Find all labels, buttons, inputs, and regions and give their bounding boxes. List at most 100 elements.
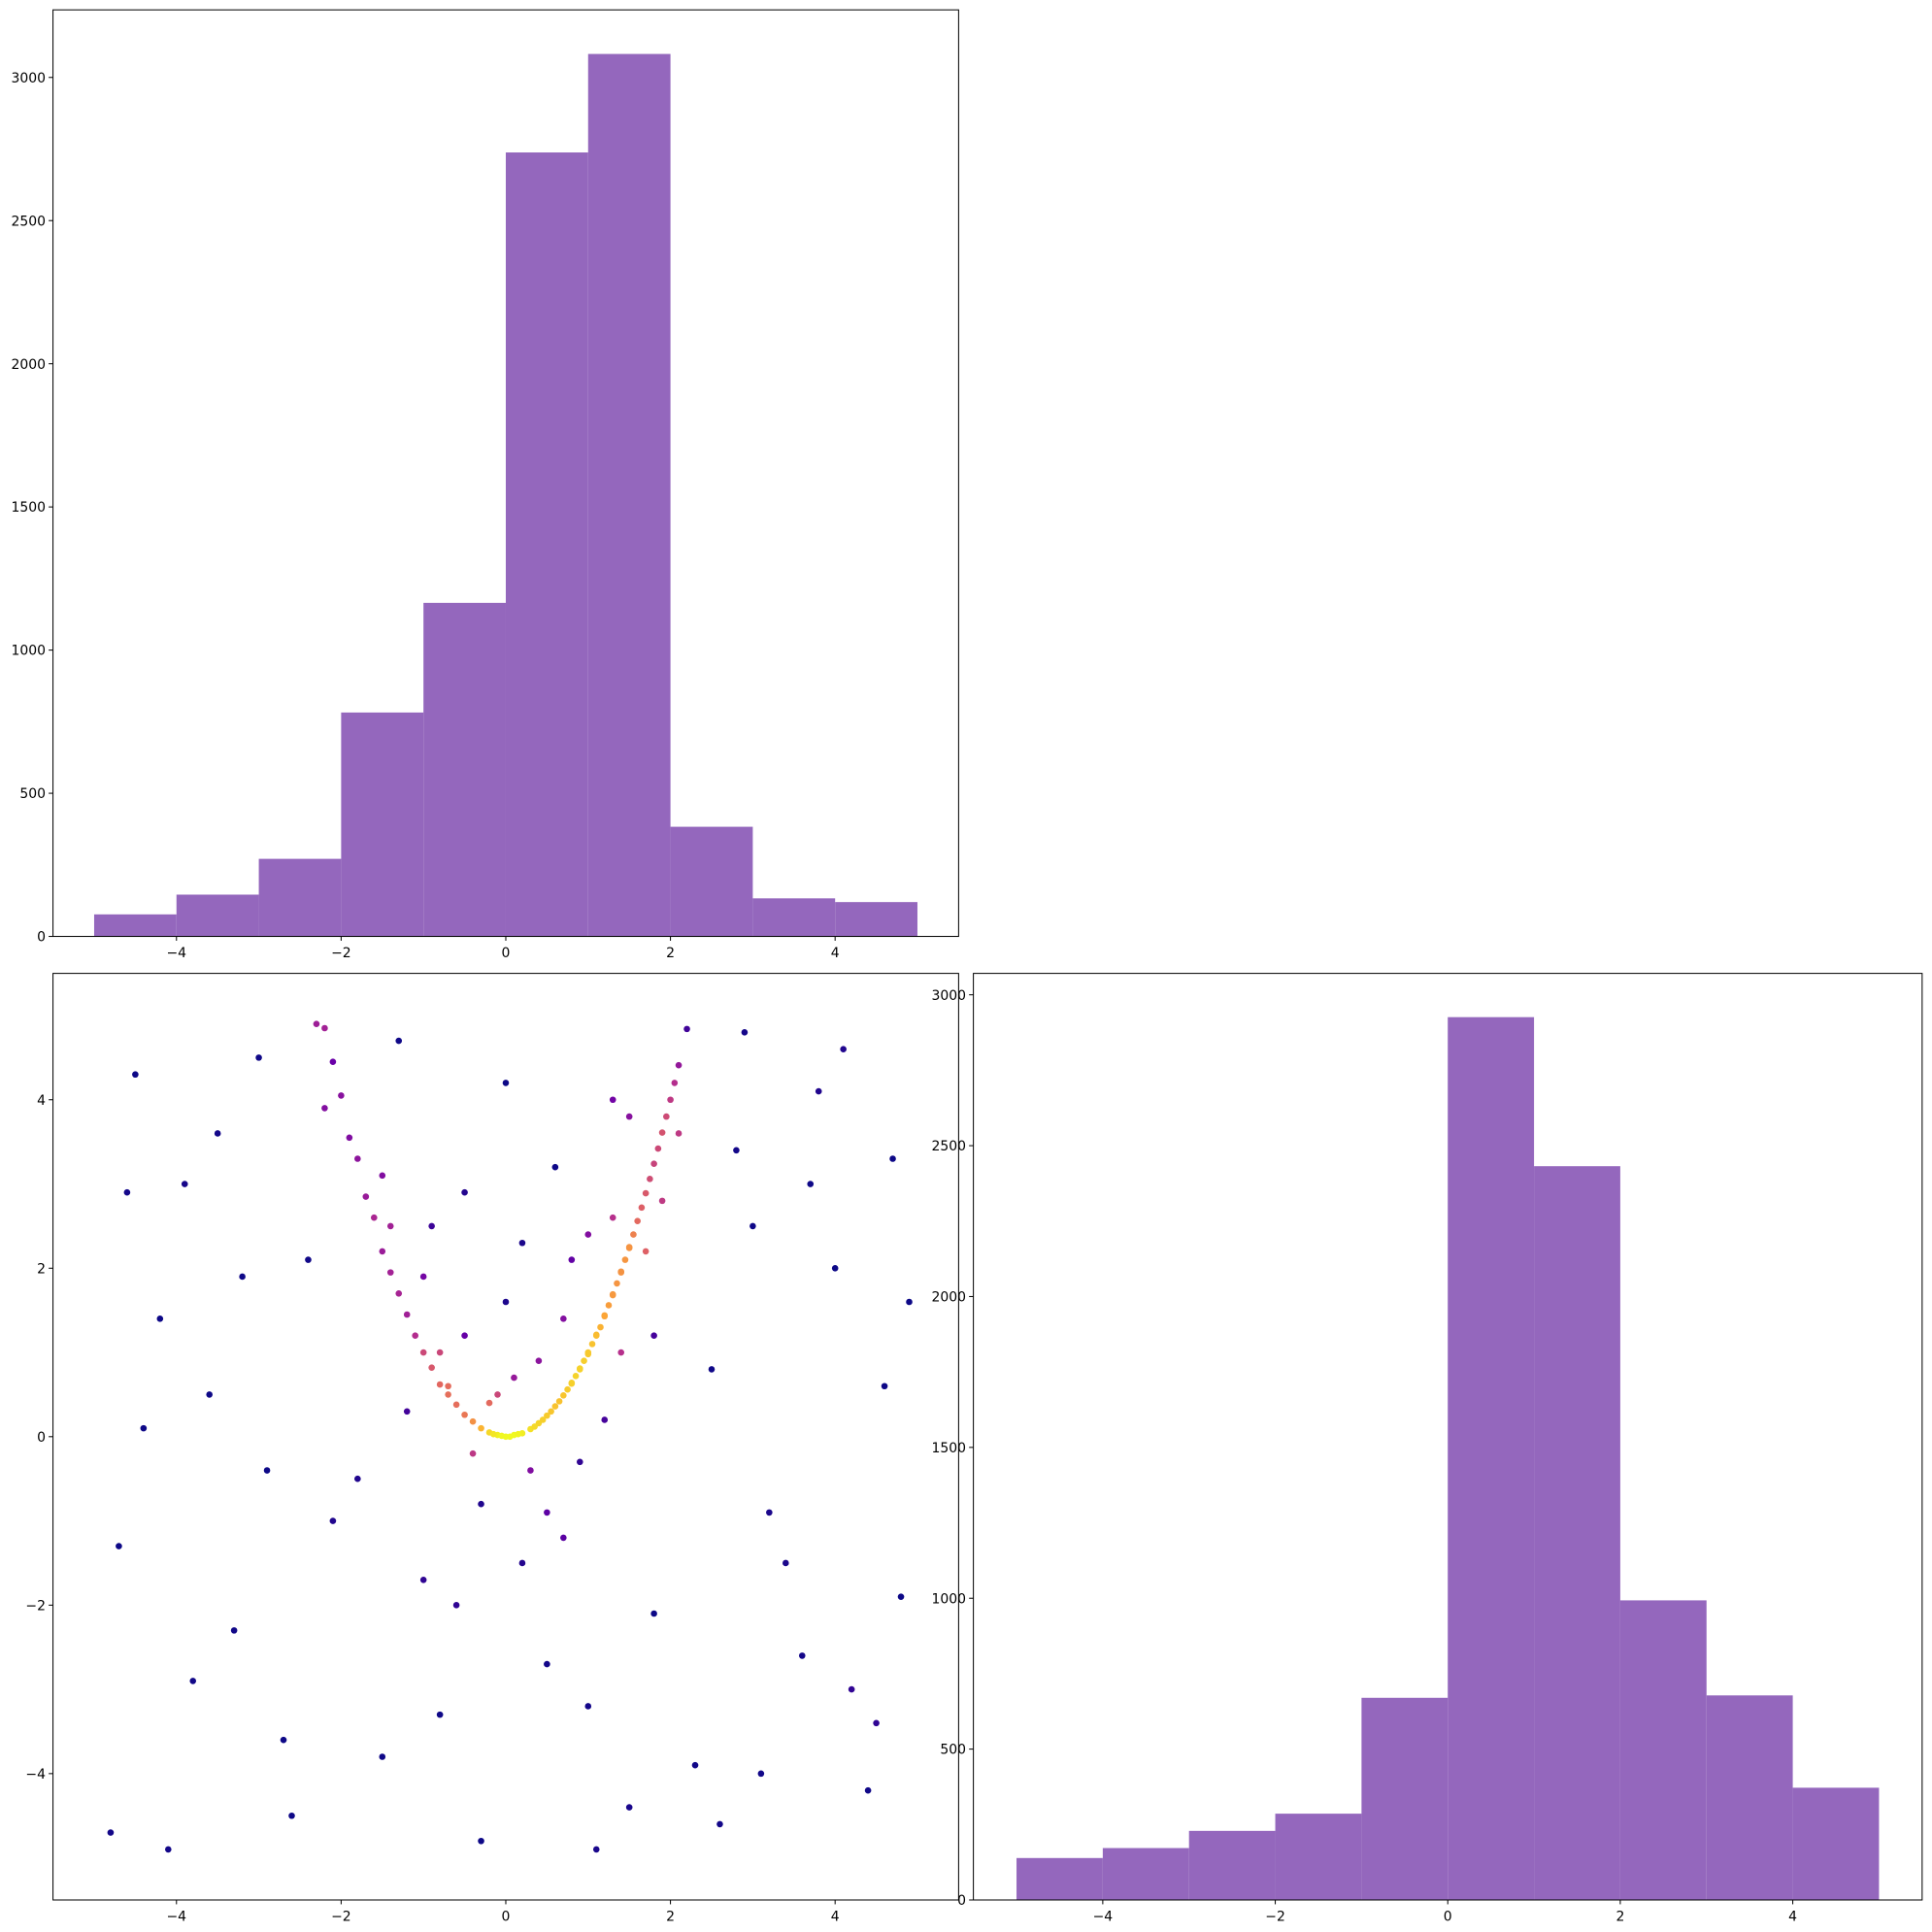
scatter-point bbox=[642, 1248, 650, 1255]
y-tick-label: 0 bbox=[957, 1893, 966, 1909]
scatter-point bbox=[560, 1391, 567, 1399]
scatter-point bbox=[379, 1248, 386, 1255]
scatter-point bbox=[156, 1316, 164, 1322]
scatter-point bbox=[560, 1316, 567, 1322]
y-tick-label: 500 bbox=[19, 786, 46, 802]
scatter-point bbox=[733, 1147, 740, 1154]
y-tick-label: 2000 bbox=[11, 357, 46, 373]
y-tick-label: 1500 bbox=[11, 500, 46, 516]
scatter-point bbox=[436, 1711, 444, 1718]
bar bbox=[670, 826, 753, 937]
scatter-point bbox=[255, 1054, 262, 1061]
scatter-point bbox=[445, 1391, 451, 1398]
scatter-point bbox=[588, 1341, 596, 1348]
scatter-point bbox=[123, 1188, 131, 1196]
scatter-point bbox=[502, 1080, 510, 1086]
scatter-point bbox=[798, 1652, 806, 1659]
bar bbox=[423, 602, 506, 937]
scatter-point bbox=[321, 1024, 328, 1032]
bar bbox=[1275, 1814, 1362, 1901]
scatter-point bbox=[617, 1349, 625, 1356]
scatter-point bbox=[531, 1423, 538, 1430]
scatter-point bbox=[609, 1214, 616, 1221]
scatter-point bbox=[527, 1467, 534, 1474]
scatter-point bbox=[592, 1332, 600, 1339]
scatter-point bbox=[544, 1509, 550, 1516]
scatter-point bbox=[288, 1812, 295, 1819]
x-tick-label: 0 bbox=[1444, 1910, 1452, 1925]
scatter-point bbox=[840, 1046, 847, 1053]
scatter-point bbox=[452, 1401, 460, 1409]
scatter-point bbox=[597, 1323, 604, 1331]
scatter-point bbox=[683, 1025, 690, 1033]
scatter-point bbox=[568, 1380, 576, 1387]
scatter-point bbox=[807, 1181, 815, 1187]
scatter-point bbox=[625, 1804, 633, 1811]
scatter-point bbox=[642, 1189, 650, 1197]
scatter-point bbox=[469, 1417, 477, 1425]
y-tick-label: 0 bbox=[37, 1430, 46, 1446]
scatter-point bbox=[354, 1475, 361, 1482]
scatter-point bbox=[716, 1820, 723, 1828]
scatter-point bbox=[485, 1399, 493, 1407]
scatter-point bbox=[511, 1374, 517, 1382]
scatter-point bbox=[783, 1559, 789, 1567]
y-tick-label: 500 bbox=[940, 1743, 966, 1758]
y-tick-label: −2 bbox=[25, 1598, 46, 1614]
scatter-point bbox=[436, 1349, 444, 1356]
x-tick-label: 4 bbox=[831, 946, 840, 961]
scatter-point bbox=[663, 1113, 670, 1120]
scatter-point bbox=[654, 1145, 662, 1152]
y-tick-label: 3000 bbox=[931, 988, 966, 1004]
scatter-point bbox=[329, 1517, 337, 1524]
bar bbox=[1448, 1016, 1535, 1901]
scatter-point bbox=[906, 1298, 913, 1306]
bar bbox=[505, 152, 588, 937]
scatter-point bbox=[346, 1134, 353, 1142]
scatter-point bbox=[419, 1577, 427, 1583]
scatter-point bbox=[667, 1096, 674, 1104]
scatter-point bbox=[671, 1080, 679, 1086]
x-tick-label: 4 bbox=[1788, 1910, 1797, 1925]
scatter-point bbox=[338, 1092, 345, 1099]
scatter-point bbox=[572, 1373, 580, 1380]
scatter-point bbox=[675, 1061, 683, 1069]
y-tick-label: −4 bbox=[25, 1767, 46, 1782]
bar bbox=[1619, 1600, 1707, 1901]
scatter-point bbox=[478, 1837, 484, 1845]
scatter-point bbox=[691, 1761, 699, 1769]
x-tick-label: 2 bbox=[1616, 1910, 1624, 1925]
scatter-point bbox=[544, 1412, 550, 1419]
scatter-point bbox=[354, 1155, 361, 1162]
x-tick-label: −2 bbox=[1265, 1910, 1285, 1925]
scatter-point bbox=[658, 1129, 666, 1136]
scatter-point bbox=[412, 1332, 418, 1339]
scatter-point bbox=[625, 1245, 633, 1251]
x-tick-label: −2 bbox=[331, 946, 351, 961]
scatter-point bbox=[757, 1770, 765, 1778]
scatter-point bbox=[494, 1391, 501, 1398]
scatter-point bbox=[395, 1037, 403, 1045]
scatter-point bbox=[577, 1366, 583, 1373]
y-tick-label: 2500 bbox=[931, 1139, 966, 1154]
y-tick-label: 4 bbox=[37, 1093, 46, 1109]
scatter-point bbox=[658, 1197, 666, 1205]
scatter-point bbox=[506, 1433, 514, 1441]
scatter-point bbox=[708, 1366, 716, 1373]
scatter-point bbox=[605, 1302, 613, 1309]
scatter-point bbox=[881, 1382, 888, 1390]
scatter-point bbox=[815, 1087, 822, 1095]
scatter-point bbox=[132, 1071, 139, 1079]
scatter-point bbox=[164, 1846, 172, 1853]
scatter-point bbox=[206, 1391, 213, 1398]
scatter-point bbox=[564, 1385, 571, 1393]
x-tick-label: −2 bbox=[331, 1910, 351, 1925]
scatter-point bbox=[379, 1753, 386, 1760]
scatter-point bbox=[189, 1678, 197, 1684]
scatter-point bbox=[379, 1172, 386, 1180]
scatter-point bbox=[634, 1217, 641, 1224]
scatter-point bbox=[140, 1424, 148, 1432]
bar bbox=[835, 902, 917, 937]
scatter-point bbox=[395, 1290, 403, 1297]
